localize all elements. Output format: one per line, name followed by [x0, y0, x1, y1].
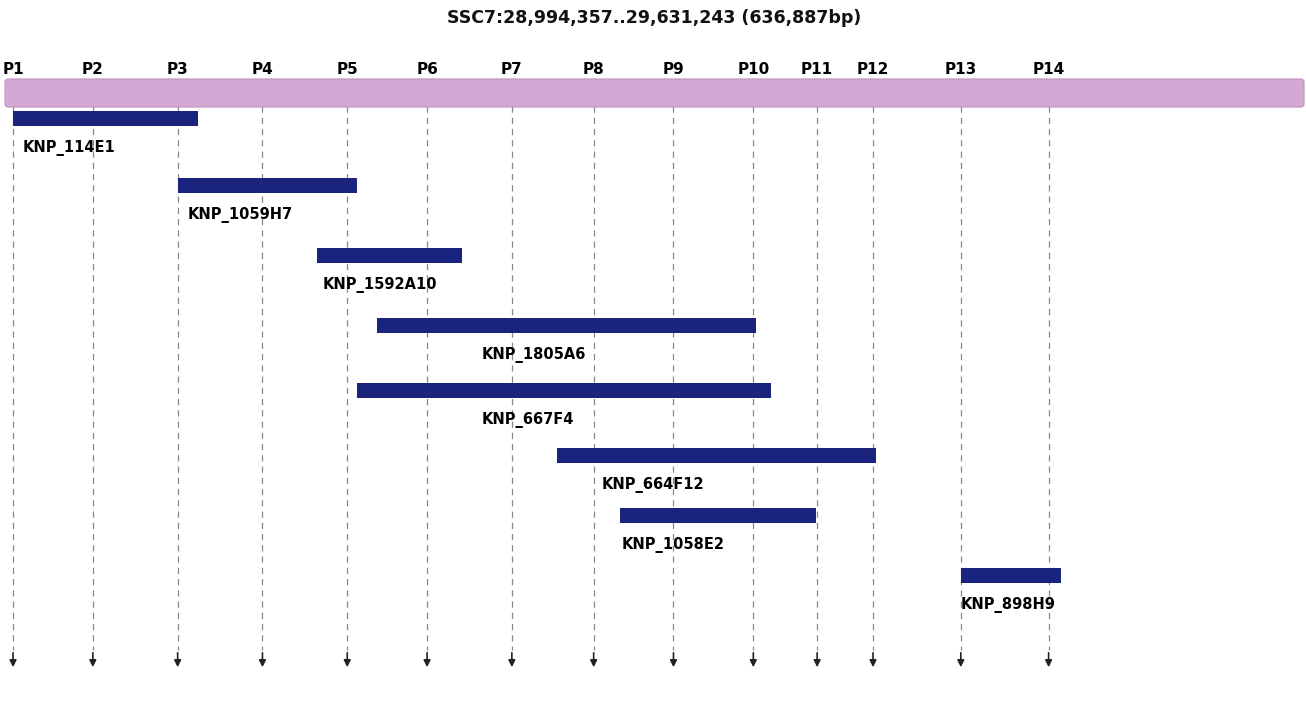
Bar: [619, 508, 816, 522]
Bar: [377, 318, 756, 333]
Text: P3: P3: [167, 62, 188, 77]
Text: P10: P10: [737, 62, 769, 77]
Text: KNP_667F4: KNP_667F4: [482, 412, 575, 428]
Bar: [317, 248, 462, 263]
Text: SSC7:28,994,357..29,631,243 (636,887bp): SSC7:28,994,357..29,631,243 (636,887bp): [448, 9, 862, 27]
Text: P1: P1: [3, 62, 24, 77]
Text: P5: P5: [337, 62, 358, 77]
Bar: [178, 177, 358, 193]
Text: P9: P9: [662, 62, 684, 77]
Text: P4: P4: [252, 62, 273, 77]
FancyBboxPatch shape: [5, 79, 1303, 107]
Text: P11: P11: [801, 62, 833, 77]
Bar: [13, 111, 197, 126]
Text: P14: P14: [1033, 62, 1064, 77]
Text: KNP_114E1: KNP_114E1: [24, 140, 116, 156]
Text: P12: P12: [857, 62, 889, 77]
Bar: [556, 448, 876, 462]
Text: KNP_664F12: KNP_664F12: [602, 477, 704, 493]
Text: P8: P8: [582, 62, 605, 77]
Bar: [961, 568, 1060, 582]
Text: KNP_1592A10: KNP_1592A10: [323, 277, 436, 293]
Text: P6: P6: [417, 62, 438, 77]
Bar: [358, 383, 772, 397]
Text: KNP_898H9: KNP_898H9: [961, 597, 1055, 613]
Text: KNP_1059H7: KNP_1059H7: [188, 207, 293, 223]
Text: KNP_1058E2: KNP_1058E2: [622, 537, 725, 553]
Text: P13: P13: [944, 62, 977, 77]
Text: P2: P2: [82, 62, 103, 77]
Text: KNP_1805A6: KNP_1805A6: [482, 347, 586, 363]
Text: P7: P7: [502, 62, 522, 77]
